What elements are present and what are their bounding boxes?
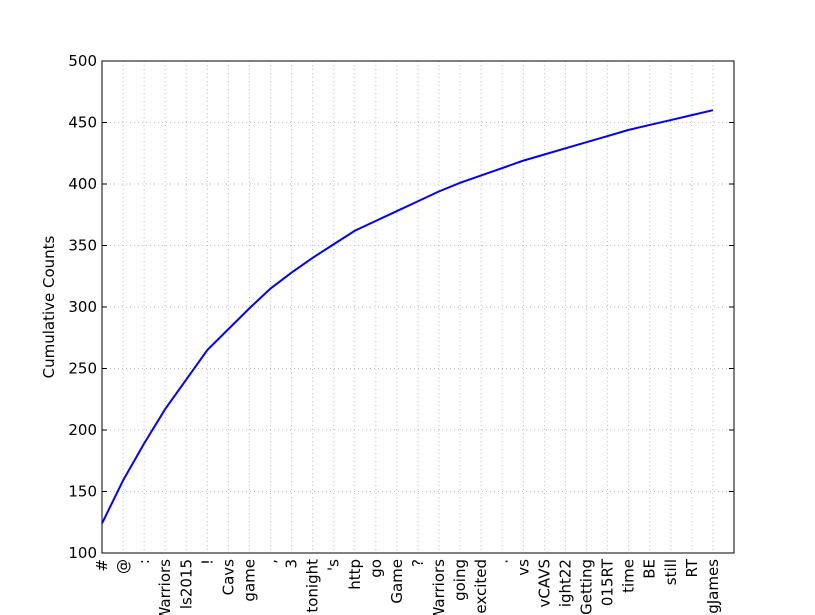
y-tick-label: 400 [68, 175, 97, 193]
x-tick-label: gJames [704, 559, 722, 614]
x-tick-label: ! [198, 559, 216, 565]
x-tick-label: Game [388, 559, 406, 604]
x-tick-label: . [493, 559, 511, 564]
line [101, 109, 714, 524]
x-tick-label: , [262, 559, 280, 564]
x-tick-label: tonight [304, 559, 322, 613]
y-tick-label: 350 [68, 237, 97, 255]
x-tick-label: : [135, 559, 153, 564]
x-tick-label: ? [409, 559, 427, 567]
x-tick-label: go [367, 559, 385, 578]
x-tick-label: 015RT [599, 558, 617, 606]
y-tick-label: 450 [68, 114, 97, 132]
x-tick-label: @ [114, 559, 132, 574]
x-tick-label: RT [683, 558, 701, 577]
y-tick-label: 250 [68, 360, 97, 378]
x-tick-label: ls2015 [177, 559, 195, 609]
y-axis-label: Cumulative Counts [40, 235, 58, 378]
x-tick-label: Warriors [430, 559, 448, 615]
y-tick-label: 150 [68, 483, 97, 501]
x-tick-label: still [662, 559, 680, 585]
plot-frame [101, 60, 735, 554]
x-tick-label: game [240, 559, 258, 602]
y-tick-label: 300 [68, 298, 97, 316]
x-tick-label: 3 [283, 559, 301, 569]
x-tick-label: time [620, 559, 638, 593]
x-tick-label: # [93, 559, 111, 572]
x-tick-label: 's [325, 559, 343, 571]
x-tick-label: Cavs [219, 559, 237, 596]
y-tick-label: 500 [68, 52, 97, 70]
y-tick-label: 200 [68, 421, 97, 439]
x-tick-label: BE [641, 559, 659, 579]
x-tick-label: Warriors [156, 559, 174, 615]
x-tick-label: ight22 [556, 559, 574, 607]
x-tick-label: http [346, 559, 364, 590]
x-tick-label: excited [472, 559, 490, 614]
x-tick-label: vs [514, 559, 532, 576]
x-tick-label: Getting [578, 559, 596, 615]
y-tick-label: 100 [68, 544, 97, 562]
x-tick-label: going [451, 559, 469, 601]
x-tick-label: vCAVS [535, 559, 553, 607]
